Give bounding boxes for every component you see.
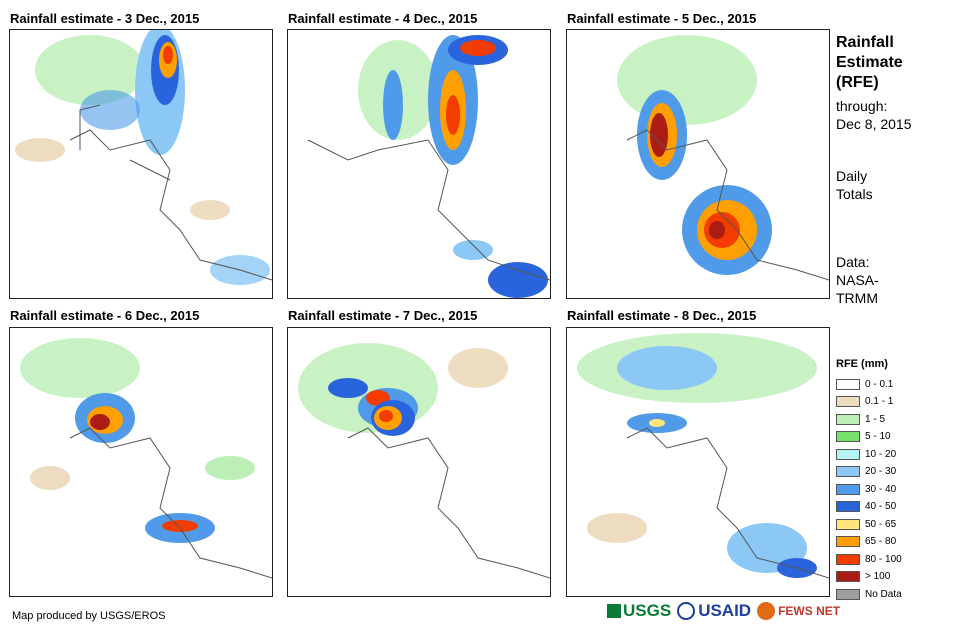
legend-label: 5 - 10 (865, 431, 891, 442)
legend-label: 30 - 40 (865, 483, 897, 495)
legend-item: 50 - 65 (836, 517, 896, 531)
legend-swatch (836, 413, 860, 425)
sidebar-title-line3: (RFE) (836, 74, 879, 91)
panel-title-dec3: Rainfall estimate - 3 Dec., 2015 (10, 11, 200, 26)
legend-swatch (836, 396, 860, 407)
legend-label: 50 - 65 (865, 518, 897, 530)
legend-label: 40 - 50 (865, 501, 897, 512)
fews-net-logo: FEWS NET (757, 602, 840, 620)
legend-label: 20 - 30 (865, 466, 897, 477)
legend-item: 40 - 50 (836, 500, 896, 514)
sidebar-totals-line2: Totals (836, 186, 873, 202)
legend-label: 0 - 0.1 (865, 378, 894, 390)
legend-item: 20 - 30 (836, 465, 896, 479)
sidebar-totals-line1: Daily (836, 168, 868, 184)
legend-item: 65 - 80 (836, 535, 896, 549)
sidebar-through-label: through: (836, 98, 888, 114)
sidebar-data-line1: Data: (836, 254, 870, 270)
legend-swatch (836, 483, 860, 495)
legend-label: 65 - 80 (865, 536, 897, 547)
legend-label: 10 - 20 (865, 448, 897, 460)
legend-swatch (836, 536, 860, 547)
legend-item: 80 - 100 (836, 552, 902, 566)
sidebar-title-line2: Estimate (836, 54, 903, 71)
legend-item: 1 - 5 (836, 412, 885, 426)
sidebar-title-line1: Rainfall (836, 34, 894, 51)
rainfall-map-dec6 (20, 338, 272, 579)
legend-swatch (836, 501, 860, 512)
legend-item: 0.1 - 1 (836, 395, 893, 409)
panel-title-dec4: Rainfall estimate - 4 Dec., 2015 (288, 11, 478, 26)
panel-title-dec8: Rainfall estimate - 8 Dec., 2015 (567, 308, 757, 323)
rainfall-map-dec4 (307, 35, 550, 298)
sidebar-through-date: Dec 8, 2015 (836, 116, 912, 132)
map-panel-dec7 (287, 327, 551, 597)
legend-item: No Data (836, 587, 902, 601)
panel-title-dec6: Rainfall estimate - 6 Dec., 2015 (10, 308, 200, 323)
rainfall-map-dec7 (298, 343, 550, 579)
usgs-logo: USGS (607, 601, 671, 621)
rainfall-map-dec5 (617, 35, 829, 281)
usaid-logo: USAID (677, 601, 751, 621)
legend-label: 1 - 5 (865, 413, 886, 425)
legend-swatch (836, 431, 860, 442)
map-credit: Map produced by USGS/EROS (12, 610, 166, 622)
legend-item: > 100 (836, 570, 890, 584)
legend-label: 0.1 - 1 (865, 396, 894, 407)
legend-item: 30 - 40 (836, 482, 896, 496)
legend-label: > 100 (865, 571, 891, 582)
rainfall-map-dec8 (577, 333, 829, 579)
legend-item: 10 - 20 (836, 447, 896, 461)
logo-bar: USGS USAID FEWS NET (607, 601, 846, 621)
legend-item: 5 - 10 (836, 430, 891, 444)
legend-swatch (836, 448, 860, 460)
legend-swatch (836, 518, 860, 530)
map-panel-dec4 (287, 29, 551, 299)
legend-item: 0 - 0.1 (836, 377, 893, 391)
legend-swatch (836, 378, 860, 390)
legend-swatch (836, 466, 860, 477)
panel-title-dec5: Rainfall estimate - 5 Dec., 2015 (567, 11, 757, 26)
usaid-logo-text: USAID (698, 601, 752, 620)
map-panel-dec3 (9, 29, 273, 299)
legend-swatch (836, 553, 860, 565)
legend-swatch (836, 588, 860, 600)
panel-title-dec7: Rainfall estimate - 7 Dec., 2015 (288, 308, 478, 323)
legend-swatch (836, 571, 860, 582)
map-panel-dec5 (566, 29, 830, 299)
usgs-logo-text: USGS (623, 601, 672, 620)
legend-title: RFE (mm) (836, 358, 888, 370)
sidebar-data-line3: TRMM (836, 290, 878, 306)
map-panel-dec6 (9, 327, 273, 597)
legend-label: No Data (865, 588, 902, 600)
sidebar-data-line2: NASA- (836, 272, 879, 288)
rainfall-map-dec3 (15, 30, 272, 285)
fews-net-logo-text: FEWS NET (778, 604, 841, 618)
map-panel-dec8 (566, 327, 830, 597)
legend-label: 80 - 100 (865, 553, 902, 565)
